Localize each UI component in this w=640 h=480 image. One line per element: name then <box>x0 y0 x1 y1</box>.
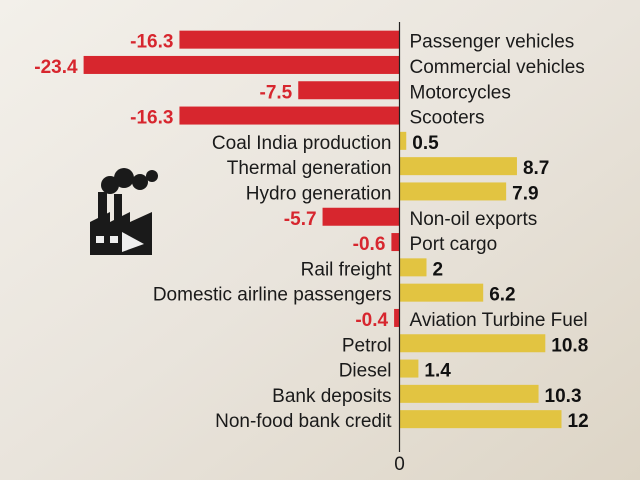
category-label: Passenger vehicles <box>410 32 575 53</box>
bar <box>399 359 419 378</box>
category-label: Rail freight <box>301 259 393 280</box>
value-label: 1.4 <box>424 361 451 382</box>
value-label: 2 <box>433 259 444 280</box>
value-label: -7.5 <box>260 82 293 103</box>
bar <box>399 258 427 277</box>
value-label: 6.2 <box>489 285 515 306</box>
bar <box>179 30 400 49</box>
factory-icon <box>90 168 158 255</box>
category-label: Hydro generation <box>246 183 392 204</box>
bar <box>399 283 484 302</box>
category-label: Commercial vehicles <box>410 57 585 78</box>
category-label: Motorcycles <box>410 82 511 103</box>
bar <box>83 55 400 74</box>
bar <box>399 131 407 150</box>
bar <box>298 81 400 100</box>
category-label: Non-oil exports <box>410 209 538 230</box>
bar <box>399 384 539 403</box>
value-label: -16.3 <box>130 32 173 53</box>
value-label: 10.8 <box>551 335 588 356</box>
value-label: -23.4 <box>34 57 78 78</box>
value-label: 0.5 <box>412 133 439 154</box>
x-tick-label: 0 <box>394 454 405 475</box>
category-label: Aviation Turbine Fuel <box>410 310 588 331</box>
category-label: Scooters <box>410 108 485 129</box>
bar <box>322 207 400 226</box>
category-label: Thermal generation <box>227 158 392 179</box>
bar <box>399 334 546 353</box>
category-label: Coal India production <box>212 133 392 154</box>
value-label: -0.4 <box>355 310 388 331</box>
bar <box>179 106 400 125</box>
value-label: -16.3 <box>130 108 173 129</box>
category-label: Bank deposits <box>272 386 391 407</box>
value-label: 12 <box>568 411 589 432</box>
bar <box>391 233 400 252</box>
category-label: Non-food bank credit <box>215 411 392 432</box>
category-label: Petrol <box>342 335 392 356</box>
category-label: Port cargo <box>410 234 498 255</box>
category-label: Domestic airline passengers <box>153 285 392 306</box>
value-label: 7.9 <box>512 183 538 204</box>
value-label: -0.6 <box>353 234 386 255</box>
value-label: 10.3 <box>545 386 582 407</box>
category-label: Diesel <box>339 361 392 382</box>
bar <box>399 410 562 429</box>
value-label: -5.7 <box>284 209 317 230</box>
bar <box>394 308 400 327</box>
bar <box>399 182 507 201</box>
bar <box>399 157 517 176</box>
value-label: 8.7 <box>523 158 549 179</box>
